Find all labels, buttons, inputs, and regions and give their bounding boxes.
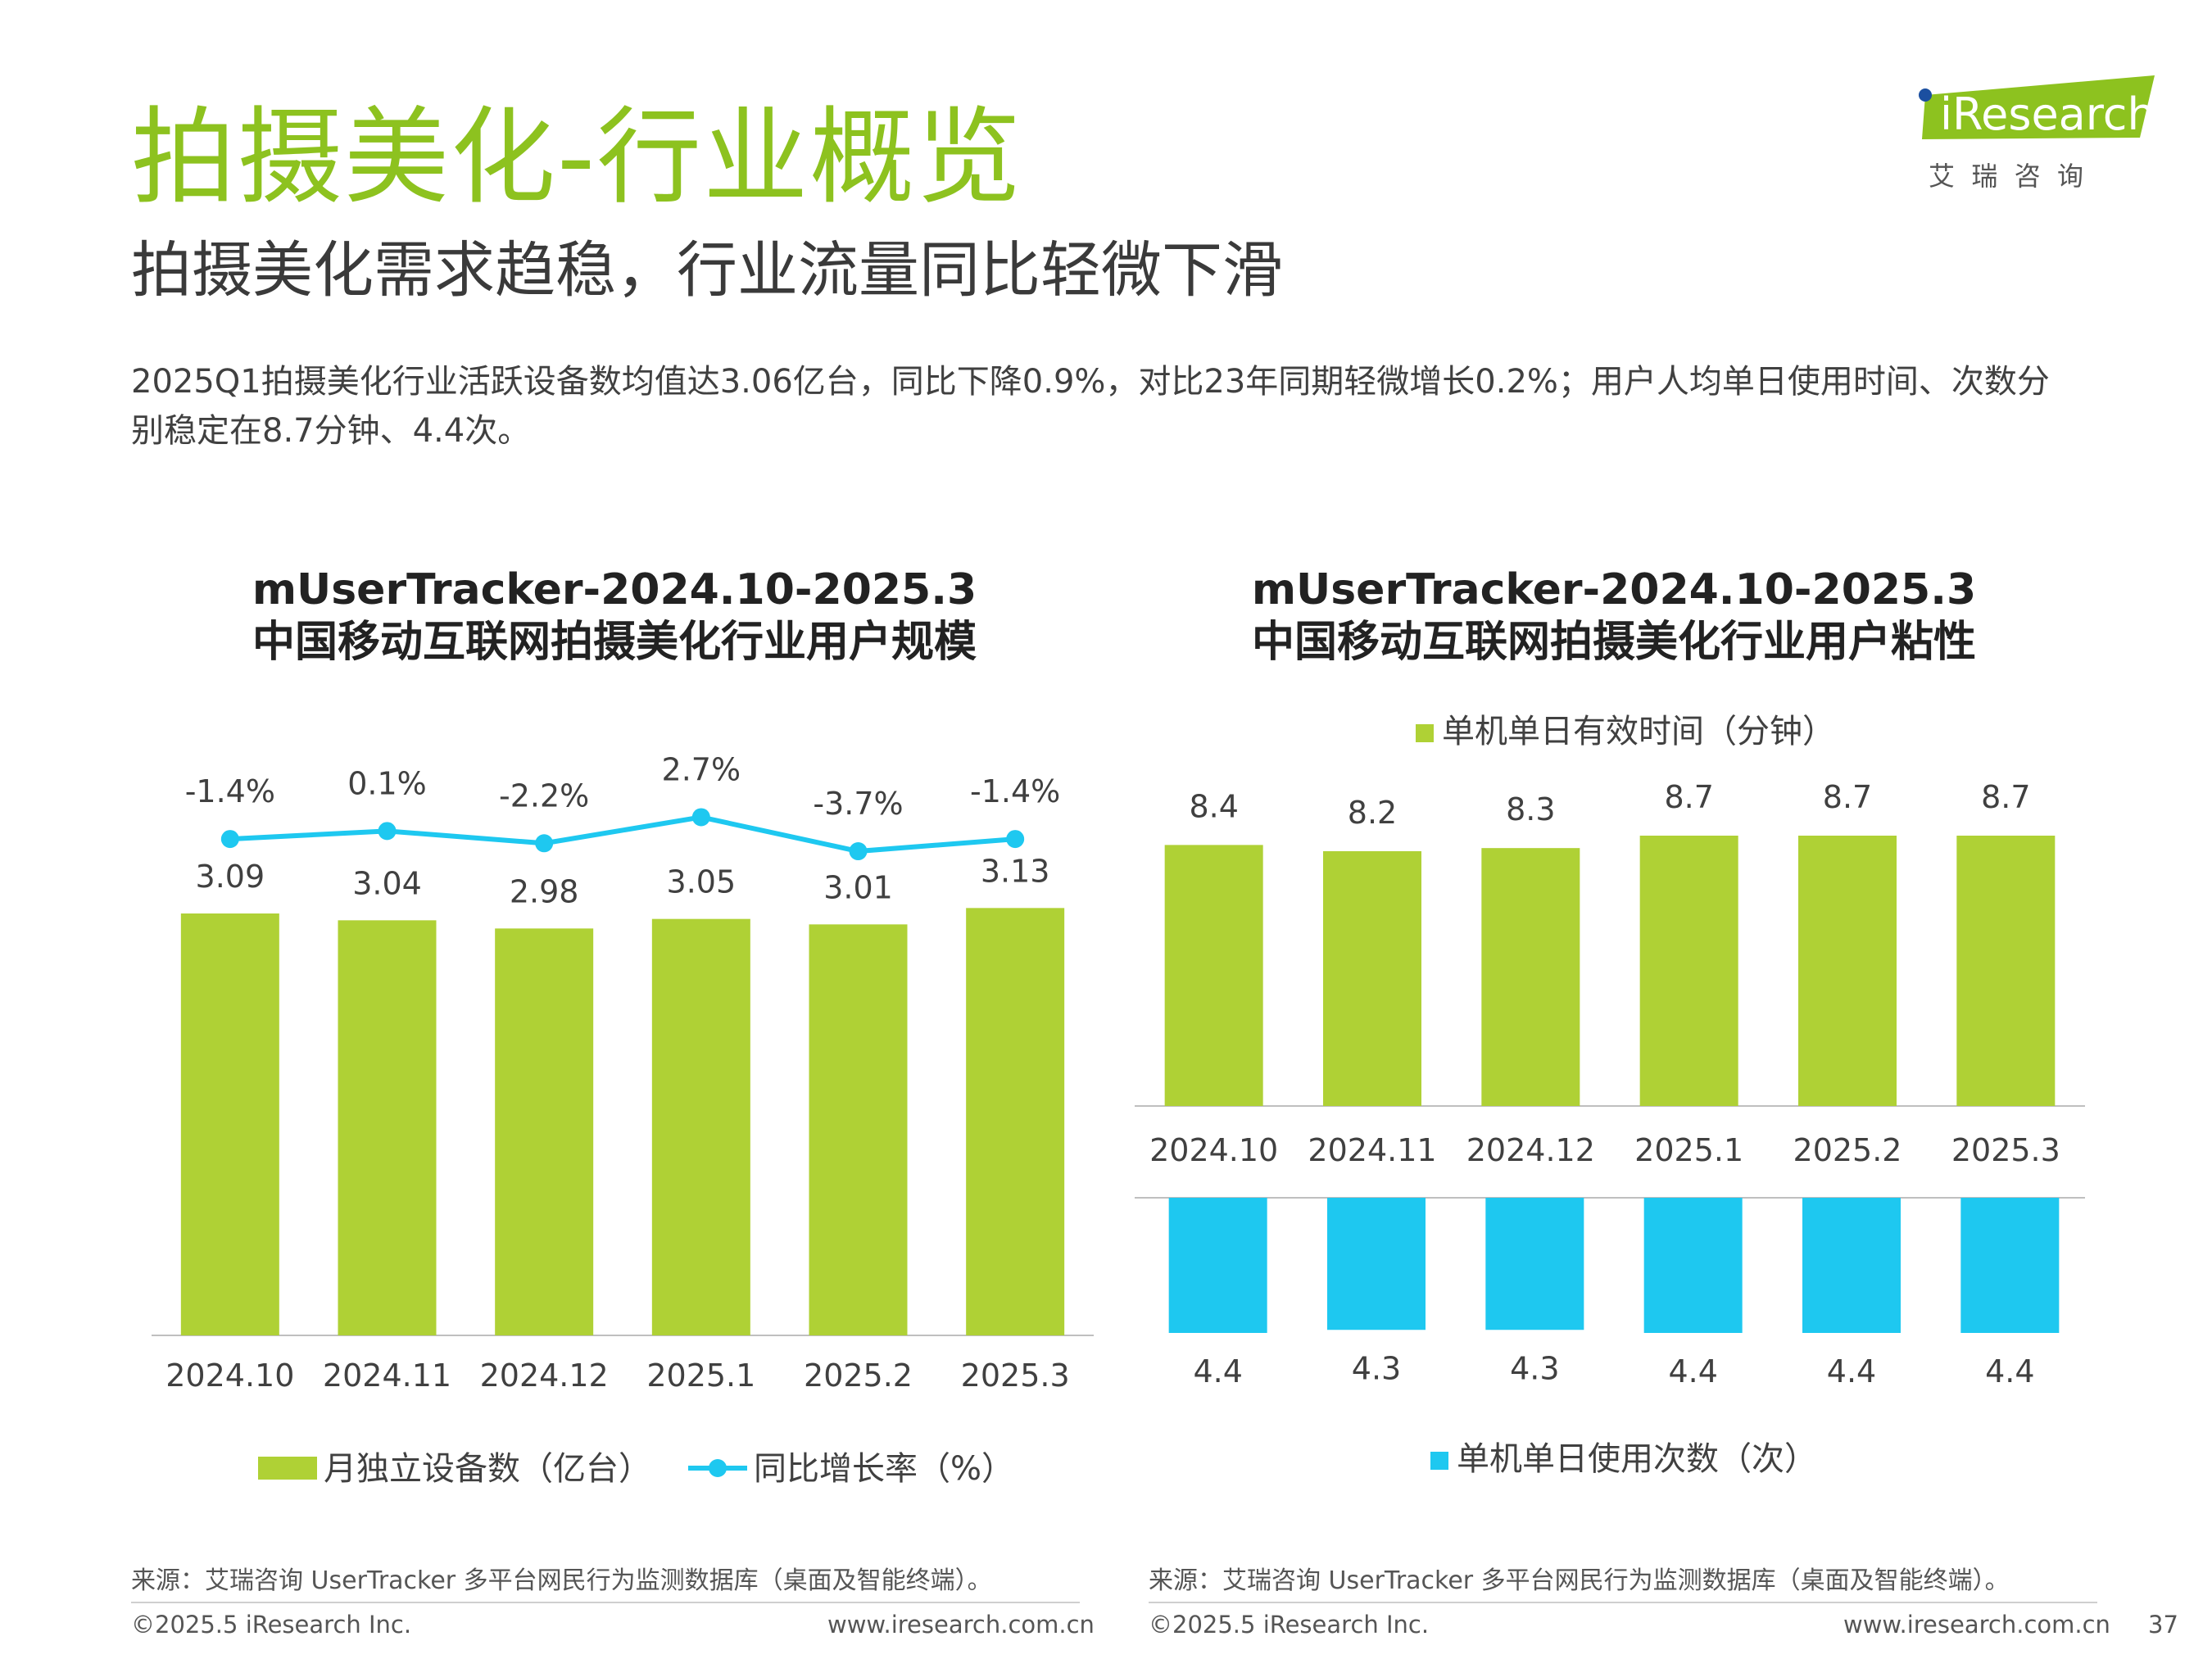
bar-usage-count bbox=[1485, 1198, 1584, 1330]
bar-time-value-label: 8.3 bbox=[1506, 791, 1555, 827]
legend-line-label: 同比增长率（%） bbox=[754, 1450, 1014, 1488]
left-footer-divider bbox=[131, 1602, 1080, 1603]
logo-brand-text: iResearch bbox=[1940, 88, 2155, 140]
left-website-link[interactable]: www.iresearch.com.cn bbox=[827, 1611, 1095, 1639]
bar-count-value-label: 4.4 bbox=[1827, 1353, 1876, 1389]
growth-rate-label: -2.2% bbox=[499, 777, 589, 814]
page-title: 拍摄美化-行业概览 bbox=[131, 97, 1023, 219]
bar-device-count bbox=[338, 920, 437, 1335]
x-tick-label: 2024.12 bbox=[1466, 1132, 1595, 1168]
right-source-note: 来源：艾瑞咨询 UserTracker 多平台网民行为监测数据库（桌面及智能终端… bbox=[1149, 1566, 2010, 1595]
legend-time-swatch bbox=[1416, 724, 1434, 742]
bar-device-count bbox=[651, 918, 750, 1335]
bar-count-value-label: 4.3 bbox=[1352, 1350, 1401, 1386]
growth-rate-label: 2.7% bbox=[662, 751, 741, 787]
left-chart-title-line1: mUserTracker-2024.10-2025.3 bbox=[252, 565, 977, 614]
growth-rate-line bbox=[229, 814, 1016, 854]
bar-time-value-label: 8.2 bbox=[1348, 795, 1397, 831]
bar-time-value-label: 8.7 bbox=[1981, 779, 2030, 815]
description-line-1: 2025Q1拍摄美化行业活跃设备数均值达3.06亿台，同比下降0.9%，对比23… bbox=[131, 363, 2050, 401]
left-source-note: 来源：艾瑞咨询 UserTracker 多平台网民行为监测数据库（桌面及智能终端… bbox=[131, 1566, 992, 1595]
logo-banner-shape bbox=[1922, 75, 2155, 139]
x-tick-label: 2025.3 bbox=[1951, 1132, 2060, 1168]
page-subtitle: 拍摄美化需求趋稳，行业流量同比轻微下滑 bbox=[131, 235, 1283, 306]
right-website-link[interactable]: www.iresearch.com.cn bbox=[1843, 1611, 2110, 1639]
x-tick-label: 2025.2 bbox=[804, 1358, 913, 1394]
right-copyright: ©2025.5 iResearch Inc. bbox=[1149, 1611, 1430, 1639]
description: 2025Q1拍摄美化行业活跃设备数均值达3.06亿台，同比下降0.9%，对比23… bbox=[131, 357, 2097, 456]
left-chart-title: mUserTracker-2024.10-2025.3 中国移动互联网拍摄美化行… bbox=[131, 564, 1098, 669]
growth-rate-label: -1.4% bbox=[970, 773, 1060, 809]
growth-rate-point bbox=[378, 822, 397, 841]
left-chart-title-line2: 中国移动互联网拍摄美化行业用户规模 bbox=[252, 618, 977, 667]
growth-rate-point bbox=[691, 808, 710, 827]
bar-time-value-label: 8.7 bbox=[1823, 779, 1872, 815]
bar-usage-time bbox=[1798, 836, 1897, 1106]
x-tick-label: 2024.10 bbox=[1149, 1132, 1278, 1168]
bar-device-count bbox=[809, 924, 908, 1335]
growth-rate-label: 0.1% bbox=[347, 765, 427, 801]
bar-usage-time bbox=[1481, 848, 1580, 1106]
growth-rate-point bbox=[220, 830, 239, 849]
bar-usage-count bbox=[1802, 1198, 1901, 1333]
bar-count-value-label: 4.3 bbox=[1510, 1350, 1559, 1386]
user-stickiness-chart: 单机单日有效时间（分钟） 8.4 2024.10 4.4 8.2 2024.11 4.3 8.… bbox=[1135, 713, 2085, 1478]
bar-device-count bbox=[495, 928, 594, 1335]
right-chart-title-line2: 中国移动互联网拍摄美化行业用户粘性 bbox=[1251, 618, 1976, 667]
bar-value-label: 3.09 bbox=[196, 859, 265, 895]
growth-rate-label: -3.7% bbox=[813, 786, 903, 822]
logo-chinese-text: 艾 瑞 咨 询 bbox=[1929, 161, 2083, 192]
bar-device-count bbox=[180, 913, 279, 1335]
bar-count-value-label: 4.4 bbox=[1668, 1353, 1717, 1389]
growth-rate-point bbox=[1006, 830, 1025, 849]
bar-value-label: 2.98 bbox=[510, 873, 579, 909]
legend-count-label: 单机单日使用次数（次） bbox=[1457, 1440, 1817, 1478]
x-tick-label: 2025.3 bbox=[961, 1358, 1070, 1394]
user-scale-chart: 3.09 2024.10 3.04 2024.11 2.98 2024.12 3.05 202… bbox=[152, 751, 1094, 1488]
bar-time-value-label: 8.7 bbox=[1664, 779, 1713, 815]
x-tick-label: 2025.1 bbox=[646, 1358, 755, 1394]
iresearch-logo: iResearch 艾 瑞 咨 询 bbox=[1919, 75, 2155, 192]
bar-usage-count bbox=[1327, 1198, 1426, 1330]
bar-count-value-label: 4.4 bbox=[1193, 1353, 1242, 1389]
bar-usage-count bbox=[1168, 1198, 1267, 1333]
bar-usage-time bbox=[1956, 836, 2056, 1106]
x-tick-label: 2024.11 bbox=[323, 1358, 451, 1394]
logo-dot-icon bbox=[1919, 88, 1932, 102]
x-tick-label: 2024.12 bbox=[480, 1358, 609, 1394]
bar-time-value-label: 8.4 bbox=[1189, 788, 1238, 824]
bar-value-label: 3.04 bbox=[352, 865, 422, 901]
bar-value-label: 3.05 bbox=[667, 864, 737, 900]
legend-bar-label: 月独立设备数（亿台） bbox=[324, 1450, 651, 1488]
bar-usage-time bbox=[1639, 836, 1738, 1106]
left-copyright: ©2025.5 iResearch Inc. bbox=[131, 1611, 412, 1639]
bar-usage-time bbox=[1323, 850, 1421, 1106]
bar-count-value-label: 4.4 bbox=[1985, 1353, 2034, 1389]
x-tick-label: 2024.11 bbox=[1308, 1132, 1436, 1168]
description-line-2: 别稳定在8.7分钟、4.4次。 bbox=[131, 412, 531, 450]
bar-value-label: 3.01 bbox=[823, 869, 893, 905]
x-tick-label: 2025.2 bbox=[1793, 1132, 1902, 1168]
page-number: 37 bbox=[2148, 1611, 2178, 1639]
x-tick-label: 2025.1 bbox=[1634, 1132, 1743, 1168]
growth-rate-label: -1.4% bbox=[185, 773, 275, 809]
legend-line-marker bbox=[709, 1459, 727, 1477]
legend-bar-swatch bbox=[258, 1457, 317, 1480]
right-chart-title: mUserTracker-2024.10-2025.3 中国移动互联网拍摄美化行… bbox=[1131, 564, 2097, 669]
bar-usage-count bbox=[1643, 1198, 1743, 1333]
bar-usage-count bbox=[1960, 1198, 2060, 1333]
growth-rate-point bbox=[849, 842, 868, 861]
legend-count-swatch bbox=[1430, 1452, 1448, 1470]
right-footer-divider bbox=[1149, 1602, 2097, 1603]
x-tick-label: 2024.10 bbox=[165, 1358, 294, 1394]
growth-rate-point bbox=[535, 834, 554, 853]
bar-value-label: 3.13 bbox=[981, 853, 1050, 889]
right-chart-title-line1: mUserTracker-2024.10-2025.3 bbox=[1251, 565, 1977, 614]
bar-device-count bbox=[966, 908, 1065, 1335]
bar-usage-time bbox=[1164, 845, 1263, 1106]
legend-time-label: 单机单日有效时间（分钟） bbox=[1442, 713, 1835, 750]
